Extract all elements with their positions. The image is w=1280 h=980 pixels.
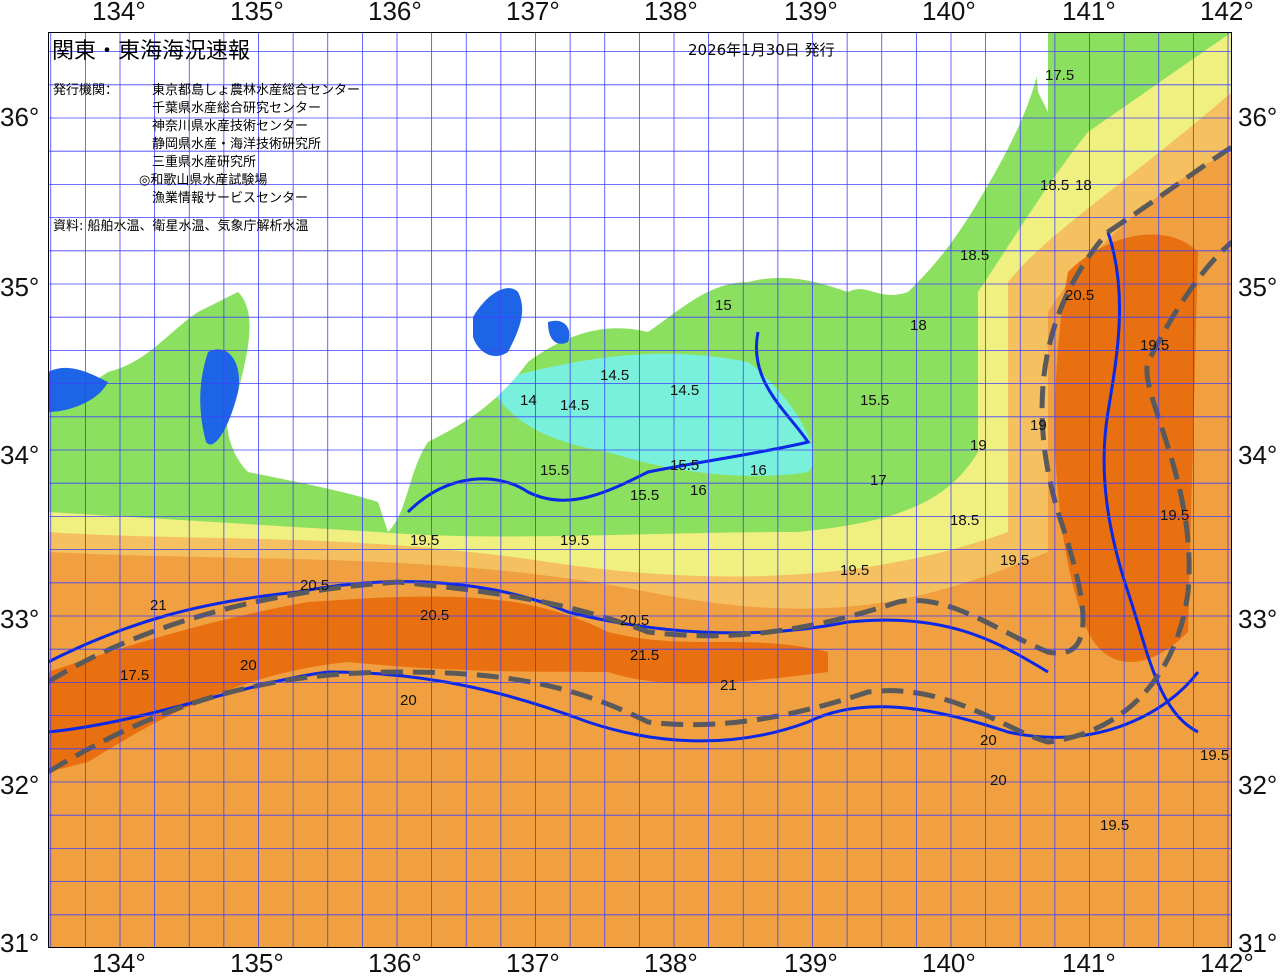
latitude-tick: 33° xyxy=(1238,604,1278,634)
issuer: 神奈川県水産技術センター xyxy=(152,119,309,134)
latitude-tick: 35° xyxy=(1238,272,1278,302)
contour-label: 17.5 xyxy=(120,667,149,684)
longitude-tick: 142° xyxy=(1200,0,1254,26)
bay-osaka xyxy=(200,349,239,445)
contour-label: 20.5 xyxy=(1065,287,1094,304)
longitude-tick: 137° xyxy=(506,948,560,978)
contour-label: 19.5 xyxy=(1160,507,1189,524)
contour-label: 15 xyxy=(715,297,732,314)
latitude-tick: 34° xyxy=(0,440,40,470)
longitude-tick: 139° xyxy=(784,948,838,978)
longitude-tick: 135° xyxy=(230,948,284,978)
longitude-tick: 138° xyxy=(644,0,698,26)
latitude-tick: 32° xyxy=(0,770,40,800)
contour-label: 18.5 xyxy=(1040,177,1069,194)
sea-west xyxy=(48,367,108,412)
sea-hot-band xyxy=(48,596,828,772)
latitude-tick: 35° xyxy=(0,272,40,302)
kuroshio-axis-north xyxy=(48,144,1232,685)
sea-cyan xyxy=(488,353,814,476)
contour-label: 21.5 xyxy=(630,647,659,664)
map-title: 関東・東海海況速報 xyxy=(52,39,251,64)
longitude-tick: 136° xyxy=(368,948,422,978)
sst-map: 14 14.5 14.5 14.5 15 15.5 15.5 15.5 15.5 16 16 17 17… xyxy=(48,32,1232,948)
contour-label: 21 xyxy=(150,597,167,614)
contour-label: 19.5 xyxy=(840,562,869,579)
land-honshu xyxy=(48,32,1048,532)
contour-label: 20 xyxy=(990,772,1007,789)
contour-label: 15.5 xyxy=(630,487,659,504)
contour-label: 20.5 xyxy=(620,612,649,629)
contour-label: 15.5 xyxy=(540,462,569,479)
contour-label: 20 xyxy=(400,692,417,709)
contour-label: 15.5 xyxy=(670,457,699,474)
contour-label: 19 xyxy=(1030,417,1047,434)
longitude-tick: 142° xyxy=(1200,948,1254,978)
bay-ise xyxy=(473,288,523,357)
issuer: 東京都島しょ農林水産総合センター xyxy=(152,83,361,98)
contour-label: 18 xyxy=(910,317,927,334)
contour-label: 20.5 xyxy=(300,577,329,594)
latitude-tick: 31° xyxy=(0,928,40,958)
contour-label: 20 xyxy=(980,732,997,749)
latitude-tick: 34° xyxy=(1238,440,1278,470)
latitude-tick: 31° xyxy=(1238,928,1278,958)
contour-label: 19.5 xyxy=(560,532,589,549)
longitude-tick: 141° xyxy=(1062,0,1116,26)
latitude-tick: 33° xyxy=(0,604,40,634)
contour-label: 19.5 xyxy=(1000,552,1029,569)
contour-label: 14 xyxy=(520,392,537,409)
contour-label: 18 xyxy=(1075,177,1092,194)
contour-label: 15.5 xyxy=(860,392,889,409)
issue-date: 2026年1月30日 発行 xyxy=(688,41,835,59)
contour-label: 16 xyxy=(750,462,767,479)
bay-mikawa xyxy=(548,320,570,344)
latitude-tick: 36° xyxy=(1238,102,1278,132)
contour-label: 20.5 xyxy=(420,607,449,624)
isotherm-20-south xyxy=(48,670,1200,743)
contour-label: 18.5 xyxy=(950,512,979,529)
isotherm-east xyxy=(1102,231,1199,734)
contour-label: 18.5 xyxy=(960,247,989,264)
contour-label: 19.5 xyxy=(410,532,439,549)
longitude-tick: 141° xyxy=(1062,948,1116,978)
contour-label: 16 xyxy=(690,482,707,499)
contour-label: 19 xyxy=(970,437,987,454)
latitude-tick: 32° xyxy=(1238,770,1278,800)
longitude-tick: 134° xyxy=(92,0,146,26)
longitude-tick: 135° xyxy=(230,0,284,26)
longitude-tick: 140° xyxy=(922,948,976,978)
contour-label: 14.5 xyxy=(560,397,589,414)
kuroshio-axis-south xyxy=(48,240,1232,775)
sea-hot-east xyxy=(1054,234,1198,662)
contour-label: 19.5 xyxy=(1200,747,1229,764)
issuer: 静岡県水産・海洋技術研究所 xyxy=(152,137,322,152)
longitude-tick: 138° xyxy=(644,948,698,978)
longitude-tick: 137° xyxy=(506,0,560,26)
contour-label: 17.5 xyxy=(1045,67,1074,84)
latitude-tick: 36° xyxy=(0,102,40,132)
contour-label: 14.5 xyxy=(670,382,699,399)
contour-labels: 14 14.5 14.5 14.5 15 15.5 15.5 15.5 15.5 16 16 17 17… xyxy=(120,67,1229,834)
isotherm-20-north xyxy=(48,580,1049,674)
longitude-tick: 140° xyxy=(922,0,976,26)
longitude-tick: 139° xyxy=(784,0,838,26)
issuer: 千葉県水産総合研究センター xyxy=(152,101,322,116)
contour-label: 14.5 xyxy=(600,367,629,384)
contour-label: 19.5 xyxy=(1100,817,1129,834)
issuer-label: 発行機関： xyxy=(53,83,119,98)
contour-label: 19.5 xyxy=(1140,337,1169,354)
data-source: 資料: 船舶水温、衛星水温、気象庁解析水温 xyxy=(53,219,309,234)
contour-label: 17 xyxy=(870,472,887,489)
contour-label: 20 xyxy=(240,657,257,674)
longitude-tick: 136° xyxy=(368,0,422,26)
longitude-tick: 134° xyxy=(92,948,146,978)
contour-label: 21 xyxy=(720,677,737,694)
isotherm-15 xyxy=(406,331,811,514)
issuer: 三重県水産研究所 xyxy=(152,155,257,170)
issuer: 漁業情報サービスセンター xyxy=(152,191,309,206)
issuer: ◎和歌山県水産試験場 xyxy=(139,173,268,188)
graticule xyxy=(48,32,1232,948)
